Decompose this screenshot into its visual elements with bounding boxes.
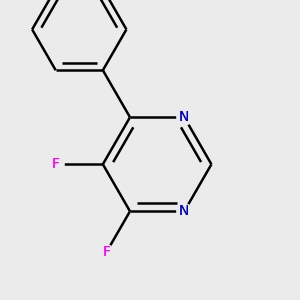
Text: N: N	[179, 110, 190, 124]
Text: F: F	[52, 157, 60, 171]
Text: N: N	[179, 110, 190, 124]
Text: N: N	[179, 204, 190, 218]
Text: F: F	[102, 245, 110, 259]
Text: F: F	[52, 157, 60, 171]
Text: F: F	[102, 245, 110, 259]
Text: N: N	[179, 204, 190, 218]
